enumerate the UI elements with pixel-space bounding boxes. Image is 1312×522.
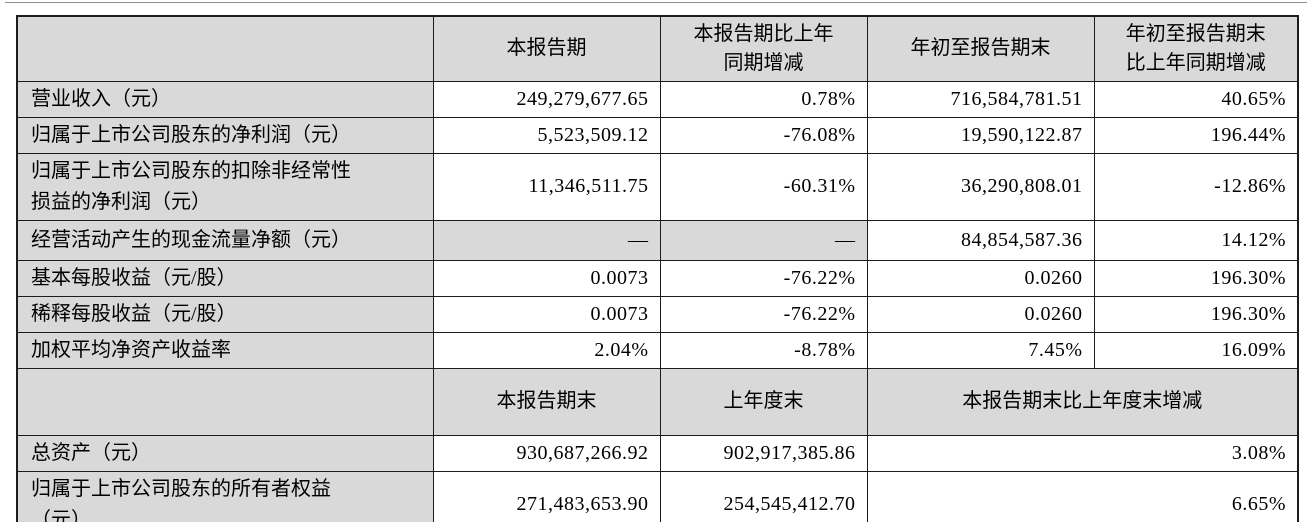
value-prior-year-end: 902,917,385.86 <box>659 434 868 472</box>
row-weighted-avg-roe: 加权平均净资产收益率 2.04% -8.78% 7.45% 16.09% <box>16 331 1299 369</box>
value-yoy-change: -76.22% <box>659 295 868 333</box>
value-ytd: 0.0260 <box>866 259 1095 297</box>
value-ytd-yoy-change: 16.09% <box>1093 331 1299 369</box>
row-equity-attributable: 归属于上市公司股东的所有者权益 （元） 271,483,653.90 254,5… <box>16 470 1299 522</box>
row-label: 营业收入（元） <box>16 80 434 118</box>
value-current-period: 5,523,509.12 <box>432 116 661 154</box>
corner-cell <box>16 15 434 82</box>
value-yoy-change: — <box>659 219 868 261</box>
row-label: 经营活动产生的现金流量净额（元） <box>16 219 434 261</box>
row-label: 基本每股收益（元/股） <box>16 259 434 297</box>
value-current-period: 2.04% <box>432 331 661 369</box>
header-row-period-end: 本报告期末 上年度末 本报告期末比上年度末增减 <box>16 367 1299 436</box>
header-period-end-change: 本报告期末比上年度末增减 <box>866 367 1299 436</box>
financial-summary-table: 本报告期 本报告期比上年 同期增减 年初至报告期末 年初至报告期末 比上年同期增… <box>16 15 1299 522</box>
row-operating-revenue: 营业收入（元） 249,279,677.65 0.78% 716,584,781… <box>16 80 1299 118</box>
row-operating-cash-flow: 经营活动产生的现金流量净额（元） — — 84,854,587.36 14.12… <box>16 219 1299 261</box>
row-label: 归属于上市公司股东的所有者权益 （元） <box>16 470 434 522</box>
row-basic-eps: 基本每股收益（元/股） 0.0073 -76.22% 0.0260 196.30… <box>16 259 1299 297</box>
row-label: 总资产（元） <box>16 434 434 472</box>
header-line: 比上年同期增减 <box>1125 51 1266 74</box>
header-line: 本报告期 <box>506 37 587 60</box>
value-ytd-yoy-change: -12.86% <box>1093 152 1299 221</box>
value-ytd: 0.0260 <box>866 295 1095 333</box>
value-ytd-yoy-change: 196.30% <box>1093 295 1299 333</box>
header-ytd-vs-prior: 年初至报告期末 比上年同期增减 <box>1093 15 1299 82</box>
value-yoy-change: -8.78% <box>659 331 868 369</box>
value-ytd: 716,584,781.51 <box>866 80 1095 118</box>
row-diluted-eps: 稀释每股收益（元/股） 0.0073 -76.22% 0.0260 196.30… <box>16 295 1299 333</box>
value-ytd-yoy-change: 40.65% <box>1093 80 1299 118</box>
value-period-change: 6.65% <box>866 470 1299 522</box>
value-ytd-yoy-change: 14.12% <box>1093 219 1299 261</box>
value-current-period: 0.0073 <box>432 259 661 297</box>
value-current-period: — <box>432 219 661 261</box>
header-line: 同期增减 <box>723 51 804 74</box>
header-line: 本报告期末比上年度末增减 <box>962 390 1203 412</box>
header-line: 本报告期比上年 <box>693 22 834 45</box>
header-current-period: 本报告期 <box>432 15 661 82</box>
value-yoy-change: -76.22% <box>659 259 868 297</box>
row-total-assets: 总资产（元） 930,687,266.92 902,917,385.86 3.0… <box>16 434 1299 472</box>
value-period-end: 930,687,266.92 <box>432 434 661 472</box>
row-label: 归属于上市公司股东的净利润（元） <box>16 116 434 154</box>
value-current-period: 0.0073 <box>432 295 661 333</box>
value-yoy-change: -60.31% <box>659 152 868 221</box>
header-ytd: 年初至报告期末 <box>866 15 1095 82</box>
row-label: 加权平均净资产收益率 <box>16 331 434 369</box>
row-net-profit-excl-nonrecurring: 归属于上市公司股东的扣除非经常性 损益的净利润（元） 11,346,511.75… <box>16 152 1299 221</box>
header-current-vs-prior: 本报告期比上年 同期增减 <box>659 15 868 82</box>
header-line: 年初至报告期末 <box>1125 22 1266 45</box>
page-top-rule <box>5 2 1307 3</box>
value-ytd: 19,590,122.87 <box>866 116 1095 154</box>
row-label: 稀释每股收益（元/股） <box>16 295 434 333</box>
header-line: 上年度末 <box>723 390 804 412</box>
header-period-end: 本报告期末 <box>432 367 661 436</box>
header-line: 年初至报告期末 <box>910 37 1051 60</box>
value-ytd-yoy-change: 196.30% <box>1093 259 1299 297</box>
value-yoy-change: -76.08% <box>659 116 868 154</box>
value-ytd: 84,854,587.36 <box>866 219 1095 261</box>
value-ytd: 7.45% <box>866 331 1095 369</box>
value-period-change: 3.08% <box>866 434 1299 472</box>
value-ytd: 36,290,808.01 <box>866 152 1095 221</box>
header-row-periods: 本报告期 本报告期比上年 同期增减 年初至报告期末 年初至报告期末 比上年同期增… <box>16 15 1299 82</box>
value-period-end: 271,483,653.90 <box>432 470 661 522</box>
value-current-period: 11,346,511.75 <box>432 152 661 221</box>
header-line: 本报告期末 <box>496 390 597 412</box>
corner-cell <box>16 367 434 436</box>
value-yoy-change: 0.78% <box>659 80 868 118</box>
row-net-profit: 归属于上市公司股东的净利润（元） 5,523,509.12 -76.08% 19… <box>16 116 1299 154</box>
value-ytd-yoy-change: 196.44% <box>1093 116 1299 154</box>
value-prior-year-end: 254,545,412.70 <box>659 470 868 522</box>
header-prior-year-end: 上年度末 <box>659 367 868 436</box>
value-current-period: 249,279,677.65 <box>432 80 661 118</box>
row-label: 归属于上市公司股东的扣除非经常性 损益的净利润（元） <box>16 152 434 221</box>
